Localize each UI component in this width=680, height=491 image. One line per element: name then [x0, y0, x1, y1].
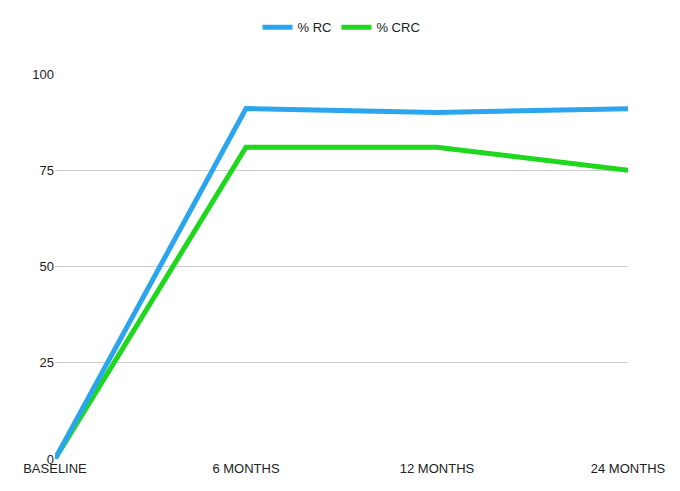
- svg-text:6 MONTHS: 6 MONTHS: [212, 461, 280, 476]
- svg-text:24 MONTHS: 24 MONTHS: [591, 461, 666, 476]
- svg-text:50: 50: [40, 259, 54, 274]
- svg-text:% CRC: % CRC: [376, 20, 419, 35]
- svg-text:75: 75: [40, 163, 54, 178]
- svg-text:12 MONTHS: 12 MONTHS: [400, 461, 475, 476]
- svg-text:BASELINE: BASELINE: [23, 461, 87, 476]
- svg-text:100: 100: [32, 67, 54, 82]
- svg-text:25: 25: [40, 355, 54, 370]
- svg-text:0: 0: [47, 452, 54, 467]
- svg-text:% RC: % RC: [298, 20, 332, 35]
